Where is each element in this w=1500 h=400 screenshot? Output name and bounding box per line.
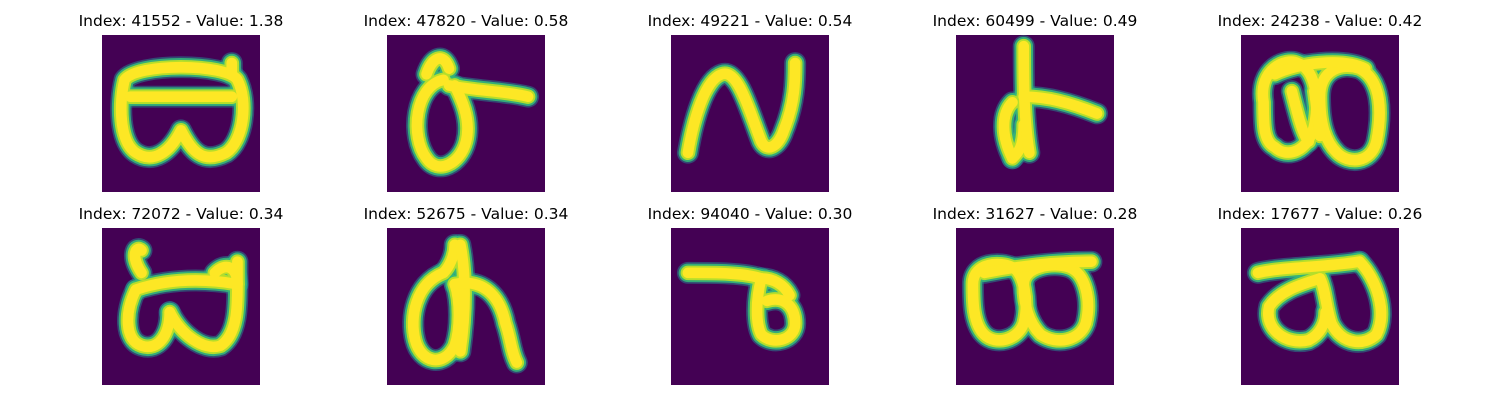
panel-image <box>102 228 260 385</box>
panel-image <box>956 35 1114 192</box>
digit-image <box>956 228 1114 385</box>
panel-title: Index: 17677 - Value: 0.26 <box>1217 205 1423 223</box>
glyph-stroke <box>967 258 1032 346</box>
glyph-stroke <box>978 256 1097 279</box>
glyph-stroke <box>1286 85 1315 147</box>
glyph-stroke <box>421 53 455 80</box>
glyph-stroke <box>1269 57 1371 80</box>
digit-image <box>956 35 1114 192</box>
handwritten-glyph <box>405 47 540 178</box>
glyph-stroke <box>443 80 534 103</box>
panel-title: Index: 49221 - Value: 0.54 <box>647 12 853 30</box>
glyph-stroke <box>122 284 176 353</box>
glyph-stroke <box>755 273 795 301</box>
glyph-stroke <box>998 96 1018 164</box>
panel-title: Index: 31627 - Value: 0.28 <box>932 205 1138 223</box>
panel-image <box>387 228 545 385</box>
digit-image <box>671 35 829 192</box>
glyph-stroke <box>1308 85 1326 142</box>
handwritten-glyph <box>676 261 807 352</box>
panel-title: Index: 60499 - Value: 0.49 <box>932 12 1138 30</box>
panel-image <box>956 228 1114 385</box>
handwritten-glyph <box>117 238 249 358</box>
panel-image <box>1241 35 1399 192</box>
panel-title: Index: 41552 - Value: 1.38 <box>78 12 284 30</box>
panel-image <box>102 35 260 192</box>
digit-image <box>387 228 545 385</box>
digit-image <box>102 35 260 192</box>
handwritten-glyph <box>992 35 1109 170</box>
panel-title: Index: 94040 - Value: 0.30 <box>647 205 853 223</box>
glyph-stroke <box>1263 273 1332 347</box>
glyph-stroke <box>682 57 801 159</box>
glyph-stroke <box>115 61 249 163</box>
digit-image <box>387 35 545 192</box>
panel-title: Index: 24238 - Value: 0.42 <box>1217 12 1423 30</box>
panel-image <box>671 228 829 385</box>
panel-image <box>1241 228 1399 385</box>
panel-title: Index: 52675 - Value: 0.34 <box>363 205 569 223</box>
handwritten-glyph <box>402 233 528 374</box>
handwritten-glyph <box>1246 250 1392 353</box>
glyph-stroke <box>454 239 470 357</box>
glyph-stroke <box>164 261 243 353</box>
glyph-stroke <box>449 277 523 368</box>
panel-title: Index: 47820 - Value: 0.58 <box>363 12 569 30</box>
digit-image <box>1241 228 1399 385</box>
handwritten-glyph <box>110 52 255 168</box>
glyph-stroke <box>411 74 473 172</box>
glyph-stroke <box>682 267 767 284</box>
handwritten-glyph <box>1251 50 1391 171</box>
panel-image <box>671 35 829 192</box>
glyph-stroke <box>129 243 147 279</box>
handwritten-glyph <box>676 52 807 164</box>
digit-image <box>102 228 260 385</box>
panel-title: Index: 72072 - Value: 0.34 <box>78 205 284 223</box>
glyph-stroke <box>130 275 243 296</box>
glyph-stroke <box>1314 256 1387 348</box>
glyph-stroke <box>1252 256 1365 279</box>
glyph-stroke <box>751 273 801 346</box>
digit-image <box>671 228 829 385</box>
digit-image <box>1241 35 1399 192</box>
handwritten-glyph <box>961 250 1103 352</box>
panel-image <box>387 35 545 192</box>
glyph-stroke <box>1018 91 1103 119</box>
